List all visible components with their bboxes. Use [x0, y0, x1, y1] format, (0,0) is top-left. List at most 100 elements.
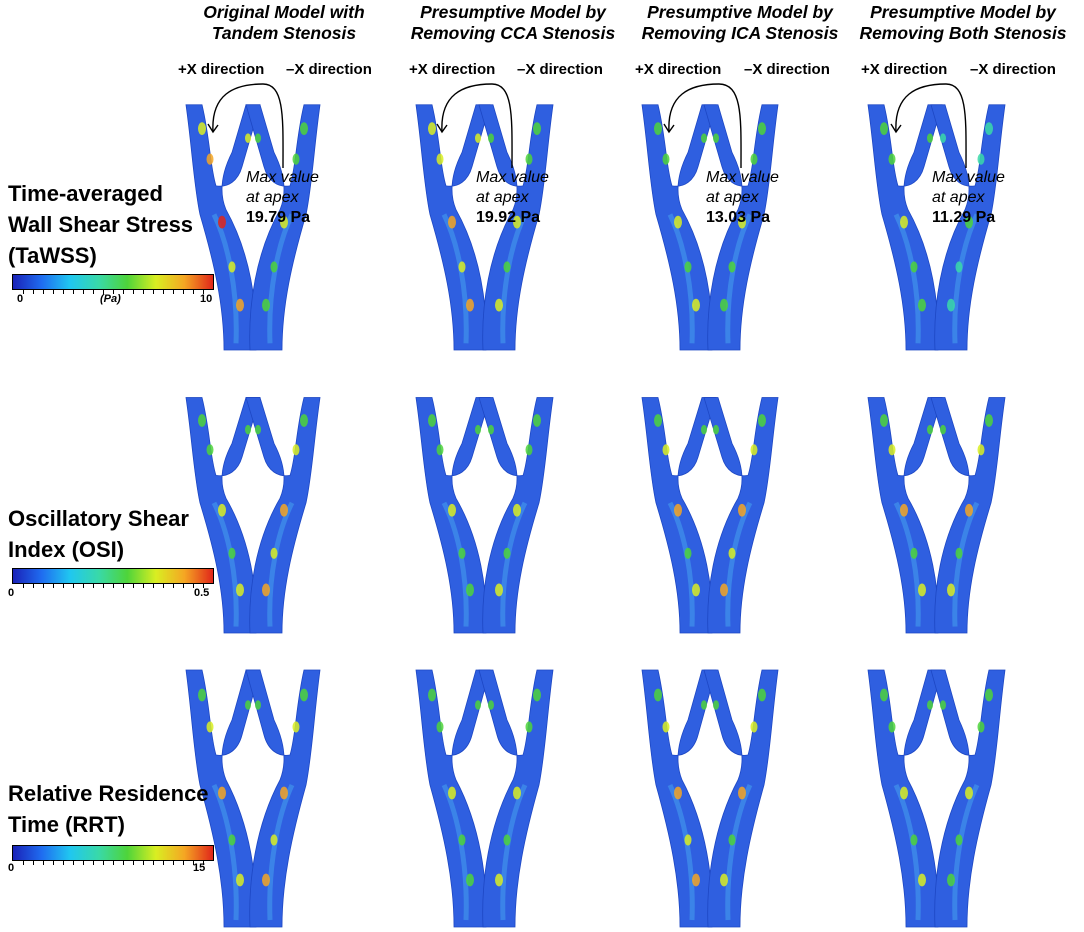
direction-minus-label: –X direction [970, 61, 1056, 78]
colorbar-tick [143, 861, 144, 865]
flow-hotspot [947, 583, 955, 597]
flow-hotspot [525, 444, 533, 456]
colorbar-tick [173, 290, 174, 294]
flow-hotspot [236, 583, 244, 597]
column-title-remove-cca: Presumptive Model by Removing CCA Stenos… [410, 2, 616, 43]
max-value: 19.79 Pa [246, 209, 311, 226]
colorbar-tick [93, 584, 94, 588]
flow-hotspot [738, 503, 746, 517]
vessel-minus-x [245, 397, 321, 634]
flow-hotspot [684, 547, 692, 559]
colorbar-min-label: 0 [17, 293, 24, 305]
colorbar-tick [53, 861, 54, 865]
flow-hotspot [270, 547, 278, 559]
flow-hotspot [198, 414, 206, 427]
colorbar-tick [163, 290, 164, 294]
flow-hotspot [495, 873, 503, 887]
flow-hotspot [728, 547, 736, 559]
flow-hotspot [654, 688, 662, 702]
colorbar-tick [153, 584, 154, 588]
colorbar-tick [163, 861, 164, 865]
colorbar-tick [193, 861, 194, 865]
flow-hotspot [674, 215, 682, 229]
flow-hotspot [228, 834, 236, 846]
flow-hotspot [910, 834, 918, 846]
direction-minus-label: –X direction [744, 61, 830, 78]
colorbar-tick [203, 584, 204, 588]
flow-hotspot [728, 834, 736, 846]
flow-hotspot [880, 688, 888, 702]
flow-hotspot [880, 122, 888, 136]
flow-hotspot [947, 298, 955, 312]
colorbar-tawss [12, 274, 214, 294]
flow-hotspot [977, 444, 985, 456]
flow-hotspot [940, 700, 946, 710]
colorbar-tick [93, 290, 94, 294]
colorbar-tick [73, 861, 74, 865]
colorbar-tick [133, 584, 134, 588]
colorbar-tick [163, 584, 164, 588]
colorbar-tick [73, 290, 74, 294]
max-value-annotation: Max value at apex 11.29 Pa [932, 169, 1005, 226]
colorbar-tick [193, 584, 194, 588]
flow-hotspot [503, 547, 511, 559]
direction-plus-label: +X direction [409, 61, 496, 78]
flow-hotspot [692, 298, 700, 312]
flow-hotspot [728, 261, 736, 273]
flow-hotspot [918, 583, 926, 597]
colorbar-tick [123, 584, 124, 588]
colorbar-tick [133, 290, 134, 294]
flow-hotspot [955, 834, 963, 846]
flow-hotspot [458, 834, 466, 846]
vessel-minus-x [930, 104, 1006, 351]
flow-hotspot [292, 721, 300, 733]
row-label-tawss: Time-averaged Wall Shear Stress (TaWSS) [8, 181, 194, 268]
flow-hotspot [228, 261, 236, 273]
colorbar-max-label: 0.5 [194, 587, 210, 599]
colorbar-tick [53, 584, 54, 588]
flow-hotspot [475, 700, 481, 710]
flow-hotspot [503, 834, 511, 846]
colorbar-tick [33, 861, 34, 865]
flow-hotspot [940, 133, 946, 143]
flow-hotspot [228, 547, 236, 559]
flow-hotspot [927, 133, 933, 143]
flow-hotspot [900, 503, 908, 517]
flow-hotspot [428, 688, 436, 702]
flow-hotspot [750, 444, 758, 456]
colorbar-tick [183, 290, 184, 294]
vessel-plus-x [641, 104, 717, 351]
flow-hotspot [684, 834, 692, 846]
flow-hotspot [738, 786, 746, 800]
flow-hotspot [758, 414, 766, 427]
flow-hotspot [965, 786, 973, 800]
colorbar-tick [23, 584, 24, 588]
flow-hotspot [701, 700, 707, 710]
flow-hotspot [654, 122, 662, 136]
colorbar-tick [113, 290, 114, 294]
direction-minus-label: –X direction [517, 61, 603, 78]
colorbar-tick [83, 290, 84, 294]
flow-hotspot [428, 122, 436, 136]
colorbar-tick [183, 861, 184, 865]
flow-hotspot [206, 444, 214, 456]
flow-hotspot [198, 688, 206, 702]
flow-hotspot [300, 688, 308, 702]
flow-hotspot [720, 583, 728, 597]
flow-hotspot [436, 153, 444, 165]
flow-hotspot [662, 153, 670, 165]
colorbar-tick [133, 861, 134, 865]
flow-hotspot [720, 298, 728, 312]
vessel-minus-x [703, 104, 779, 351]
flow-hotspot [880, 414, 888, 427]
flow-hotspot [918, 873, 926, 887]
flow-hotspot [236, 298, 244, 312]
flow-hotspot [198, 122, 206, 136]
flow-hotspot [488, 133, 494, 143]
column-title-remove-ica: Presumptive Model by Removing ICA Stenos… [641, 2, 839, 43]
flow-hotspot [280, 786, 288, 800]
vessel-minus-x [478, 104, 554, 351]
flow-hotspot [525, 721, 533, 733]
arrow-head-icon [207, 123, 219, 134]
